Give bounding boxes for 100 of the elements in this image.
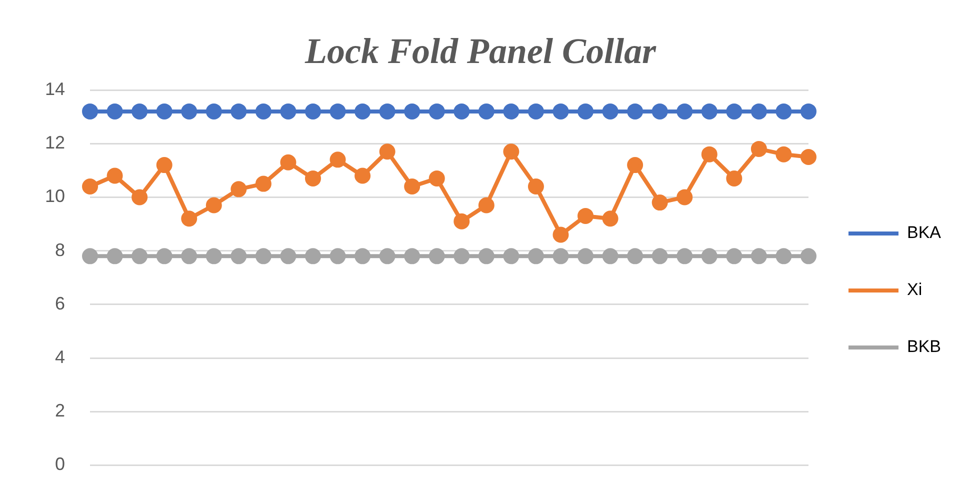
y-tick-label: 0 bbox=[55, 454, 66, 474]
point bbox=[552, 103, 569, 120]
point bbox=[428, 170, 445, 186]
point bbox=[404, 103, 420, 120]
y-tick-label: 6 bbox=[55, 293, 66, 314]
point bbox=[330, 248, 346, 264]
point bbox=[578, 103, 594, 120]
point bbox=[206, 248, 222, 264]
point bbox=[132, 248, 148, 264]
y-tick-label: 14 bbox=[44, 78, 66, 99]
point bbox=[528, 103, 544, 120]
point bbox=[156, 103, 172, 120]
point bbox=[750, 248, 767, 264]
point bbox=[132, 103, 148, 120]
point bbox=[304, 248, 321, 264]
point bbox=[82, 248, 98, 264]
point bbox=[602, 103, 618, 120]
point bbox=[280, 154, 296, 170]
legend-label: Xi bbox=[906, 280, 922, 300]
point bbox=[503, 248, 520, 264]
point bbox=[750, 140, 767, 157]
point bbox=[304, 170, 321, 186]
y-tick-label: 12 bbox=[44, 132, 66, 153]
point bbox=[354, 103, 371, 120]
point bbox=[552, 248, 569, 264]
point bbox=[106, 103, 123, 120]
point bbox=[652, 103, 668, 120]
point bbox=[206, 103, 222, 120]
point bbox=[701, 248, 718, 264]
chart-title: Lock Fold Panel Collar bbox=[304, 30, 658, 72]
point bbox=[428, 103, 445, 120]
point bbox=[478, 103, 494, 120]
point bbox=[330, 152, 346, 168]
point bbox=[503, 144, 520, 160]
y-tick-label: 2 bbox=[55, 400, 66, 421]
point bbox=[528, 178, 544, 194]
point bbox=[82, 178, 98, 194]
point bbox=[255, 248, 272, 264]
point bbox=[428, 248, 445, 264]
point bbox=[230, 181, 247, 198]
point bbox=[676, 248, 693, 264]
point bbox=[800, 248, 816, 264]
point bbox=[602, 210, 618, 227]
point bbox=[404, 178, 420, 194]
point bbox=[354, 168, 371, 184]
point bbox=[602, 248, 618, 264]
point bbox=[156, 248, 172, 264]
point bbox=[206, 197, 222, 214]
point bbox=[627, 103, 644, 120]
point bbox=[750, 103, 767, 120]
point bbox=[454, 213, 470, 230]
point bbox=[652, 194, 668, 211]
point bbox=[800, 149, 816, 165]
point bbox=[578, 208, 594, 224]
point bbox=[478, 197, 494, 214]
point bbox=[379, 248, 396, 264]
point bbox=[652, 248, 668, 264]
point bbox=[552, 226, 569, 243]
point bbox=[726, 170, 742, 186]
point bbox=[578, 248, 594, 264]
point bbox=[304, 103, 321, 120]
point bbox=[676, 103, 693, 120]
point bbox=[776, 146, 792, 162]
y-tick-label: 10 bbox=[44, 186, 66, 206]
point bbox=[776, 103, 792, 120]
point bbox=[701, 146, 718, 162]
point bbox=[82, 103, 98, 120]
point bbox=[726, 248, 742, 264]
point bbox=[676, 189, 693, 206]
point bbox=[454, 103, 470, 120]
point bbox=[280, 248, 296, 264]
point bbox=[354, 248, 371, 264]
point bbox=[230, 248, 247, 264]
point bbox=[627, 248, 644, 264]
point bbox=[503, 103, 520, 120]
point bbox=[181, 103, 198, 120]
point bbox=[627, 157, 644, 174]
point bbox=[181, 210, 198, 227]
point bbox=[330, 103, 346, 120]
point bbox=[181, 248, 198, 264]
point bbox=[404, 248, 420, 264]
point bbox=[230, 103, 247, 120]
point bbox=[156, 157, 172, 174]
point bbox=[800, 103, 816, 120]
point bbox=[454, 248, 470, 264]
point bbox=[255, 103, 272, 120]
point bbox=[726, 103, 742, 120]
point bbox=[255, 176, 272, 192]
legend-label: BKB bbox=[906, 337, 942, 356]
point bbox=[280, 103, 296, 120]
point bbox=[776, 248, 792, 264]
y-tick-label: 4 bbox=[55, 346, 66, 367]
point bbox=[701, 103, 718, 120]
point bbox=[379, 103, 396, 120]
point bbox=[528, 248, 544, 264]
legend-label: BKA bbox=[906, 223, 942, 242]
point bbox=[106, 168, 123, 184]
y-tick-label: 8 bbox=[55, 240, 66, 260]
point bbox=[379, 144, 396, 160]
point bbox=[132, 189, 148, 206]
